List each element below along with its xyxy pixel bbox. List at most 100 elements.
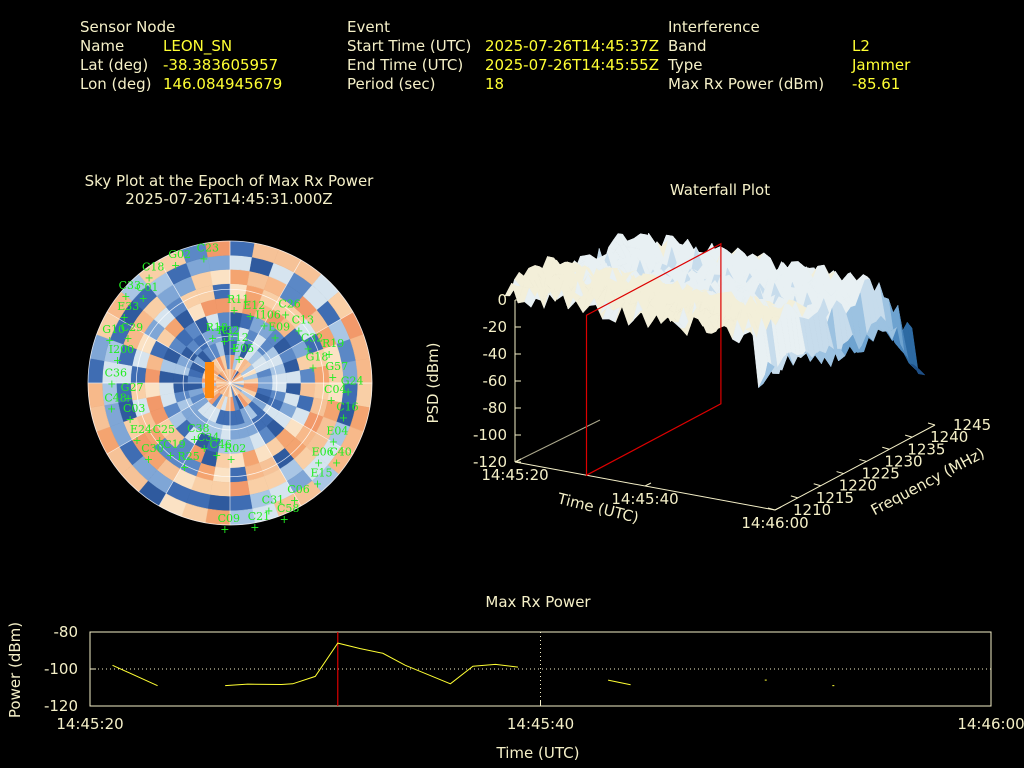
satellite-marker: + (132, 434, 141, 447)
power-line-segment (112, 664, 158, 687)
event-start-label: Start Time (UTC) (347, 37, 472, 55)
satellite-label: G10 (102, 323, 125, 336)
sensor-node-heading: Sensor Node (80, 18, 176, 36)
interference-power-label: Max Rx Power (dBm) (668, 75, 825, 93)
satellite-label: C38 (187, 422, 209, 435)
waterfall-z-tick-label: -40 (483, 345, 508, 363)
satellite-label: C06 (287, 483, 309, 496)
event-period-label: Period (sec) (347, 75, 436, 93)
waterfall-marker-plane (585, 242, 722, 477)
power-line-segment (225, 642, 519, 687)
satellite-marker: + (105, 334, 114, 347)
satellite-marker: + (145, 272, 154, 285)
waterfall-freq-tick (905, 434, 913, 438)
satellite-label: C34 (197, 431, 219, 444)
satellite-label: C25 (153, 423, 175, 436)
interference-band-value: L2 (852, 37, 870, 55)
satellite-label: C21 (248, 510, 270, 523)
satellite-label: I200 (109, 343, 134, 356)
satellite-marker: + (123, 332, 132, 345)
waterfall-freq-tick (836, 471, 844, 475)
satellite-marker: + (123, 392, 132, 405)
satellite-marker: + (220, 335, 229, 348)
sky-plot-heatmap (87, 240, 373, 526)
satellite-label: E15 (310, 466, 332, 479)
satellite-label: C23 (197, 241, 219, 254)
power-x-tick-label: 14:45:20 (56, 715, 123, 733)
satellite-marker: + (220, 523, 229, 536)
waterfall-cell (758, 373, 771, 388)
sky-hot-spot (205, 362, 214, 398)
satellite-marker: + (281, 308, 290, 321)
satellite-marker: + (107, 378, 116, 391)
satellite-marker: + (339, 411, 348, 424)
satellite-label: C16 (336, 400, 358, 413)
satellite-label: R02 (224, 442, 246, 455)
satellite-marker: + (344, 386, 353, 399)
waterfall-time-tick-label: 14:46:00 (741, 514, 808, 532)
satellite-label: E12 (243, 299, 265, 312)
satellite-marker: + (120, 311, 129, 324)
waterfall-time-tick (644, 482, 652, 487)
sky-grid-spoke (229, 311, 354, 384)
waterfall-freq-axis (774, 424, 936, 511)
satellite-marker: + (246, 310, 255, 323)
sky-grid-spoke (158, 382, 231, 507)
satellite-marker: + (126, 413, 135, 426)
sensor-lat-label: Lat (deg) (80, 56, 149, 74)
waterfall-freq-tick (813, 483, 821, 487)
satellite-marker: + (303, 342, 312, 355)
satellite-label: E24 (130, 423, 152, 436)
satellite-label: C09 (218, 512, 240, 525)
power-y-tick-label: -80 (54, 623, 79, 641)
satellite-marker: + (166, 449, 175, 462)
sensor-name-value: LEON_SN (163, 37, 233, 55)
sensor-lon-label: Lon (deg) (80, 75, 152, 93)
satellite-label: C33 (119, 279, 141, 292)
waterfall-freq-tick-label: 1230 (884, 452, 922, 470)
satellite-label: G57 (325, 360, 348, 373)
satellite-label: I106 (255, 308, 280, 321)
satellite-label: C58 (277, 502, 299, 515)
satellite-label: C40 (329, 445, 351, 458)
satellite-label: C03 (123, 402, 145, 415)
satellite-label: C26 (278, 297, 300, 310)
satellite-marker: + (121, 290, 130, 303)
satellite-label: C31 (262, 494, 284, 507)
satellite-label: C19 (163, 438, 185, 451)
sensor-lat-value: -38.383605957 (163, 56, 279, 74)
sky-grid-spoke (158, 259, 231, 384)
waterfall-time-tick-label: 14:45:40 (611, 490, 678, 508)
satellite-marker: + (155, 434, 164, 447)
event-start-value: 2025-07-26T14:45:37Z (485, 37, 659, 55)
satellite-marker: + (180, 461, 189, 474)
satellite-label: E09 (268, 320, 290, 333)
power-line-segment (607, 679, 631, 686)
waterfall-freq-tick-label: 1235 (907, 440, 945, 458)
waterfall-z-tick-label: -60 (483, 372, 508, 390)
satellite-label: R32 (217, 324, 239, 337)
interference-block: Interference Band L2 Type Jammer Max Rx Po… (668, 18, 910, 94)
satellite-marker: + (313, 477, 322, 490)
waterfall-time-tick-label: 14:45:20 (481, 466, 548, 484)
satellite-label: R25 (177, 450, 199, 463)
satellite-marker: + (190, 433, 199, 446)
waterfall-time-tick (774, 506, 782, 511)
sky-grid-spoke (229, 259, 302, 384)
satellite-marker: + (212, 449, 221, 462)
power-x-tick-label: 14:46:00 (957, 715, 1024, 733)
interference-type-value: Jammer (852, 56, 911, 74)
satellite-label: E06 (312, 445, 334, 458)
waterfall-freq-tick (767, 507, 776, 511)
waterfall-freq-tick (927, 422, 936, 426)
waterfall-z-tick-label: 0 (497, 291, 507, 309)
satellite-marker: + (328, 371, 337, 384)
satellite-marker: + (171, 259, 180, 272)
waterfall-surface (504, 232, 926, 389)
max-rx-power-title: Max Rx Power (485, 593, 591, 611)
power-x-label: Time (UTC) (496, 744, 580, 762)
satellite-label: G02 (168, 248, 191, 261)
sky-plot-title: Sky Plot at the Epoch of Max Rx Power 20… (0, 172, 458, 208)
